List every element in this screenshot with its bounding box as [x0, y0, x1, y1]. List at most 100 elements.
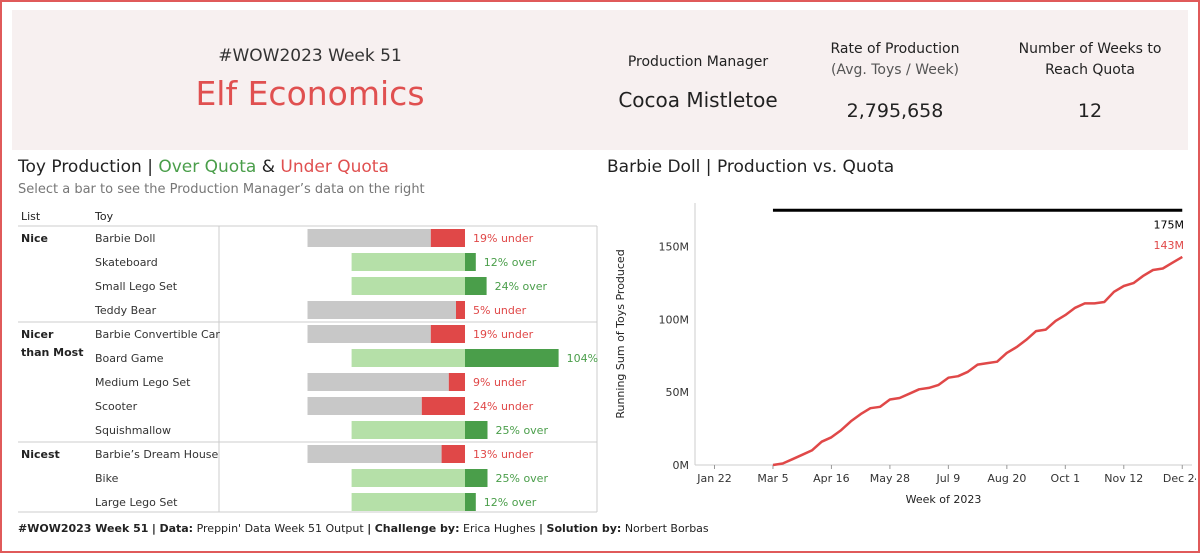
rate-sublabel: (Avg. Toys / Week) — [830, 62, 960, 78]
quota-bar[interactable] — [307, 397, 422, 415]
weeks-label-line2: Reach Quota — [1045, 62, 1135, 78]
footer-challenge-value: Erica Hughes — [463, 522, 536, 535]
left-chart-subtitle: Select a bar to see the Production Manag… — [18, 182, 425, 197]
toy-label: Large Lego Set — [95, 496, 178, 509]
bar-data-label: 25% over — [496, 472, 549, 485]
bar-data-label: 19% under — [473, 232, 534, 245]
rate-value: 2,795,658 — [846, 100, 944, 122]
over-quota-bar[interactable] — [465, 469, 488, 487]
under-quota-bar[interactable] — [430, 325, 465, 343]
toy-label: Barbie Convertible Car — [95, 328, 220, 341]
x-tick-label: Oct 1 — [1051, 472, 1081, 485]
toy-label: Small Lego Set — [95, 280, 178, 293]
bar-data-label: 12% over — [484, 256, 537, 269]
bar-data-label: 25% over — [496, 424, 549, 437]
left-title-sep: | — [147, 157, 153, 177]
toy-label: Bike — [95, 472, 119, 485]
x-tick-label: Apr 16 — [813, 472, 850, 485]
y-tick-label: 50M — [666, 386, 690, 399]
toy-label: Medium Lego Set — [95, 376, 191, 389]
manager-value: Cocoa Mistletoe — [618, 88, 778, 112]
quota-bar[interactable] — [351, 493, 465, 511]
footer: #WOW2023 Week 51 | Data: Preppin' Data W… — [18, 522, 709, 535]
left-title-main: Toy Production — [18, 157, 142, 177]
bar-data-label: 13% under — [473, 448, 534, 461]
y-axis-title: Running Sum of Toys Produced — [614, 249, 627, 418]
footer-challenge-label: Challenge by: — [374, 522, 460, 535]
right-title-toy: Barbie Doll — [607, 157, 701, 177]
left-title-over: Over Quota — [158, 157, 257, 177]
list-group-label: than Most — [21, 346, 83, 359]
quota-bar[interactable] — [351, 349, 465, 367]
list-group-label: Nicer — [21, 328, 54, 341]
x-tick-label: Aug 20 — [987, 472, 1026, 485]
footer-week: #WOW2023 Week 51 — [18, 522, 149, 535]
quota-bar[interactable] — [351, 253, 465, 271]
right-title-sep: | — [705, 157, 712, 177]
x-tick-label: Jan 22 — [696, 472, 731, 485]
production-series-line[interactable] — [772, 255, 1183, 467]
quota-bar[interactable] — [307, 325, 431, 343]
toy-label: Board Game — [95, 352, 164, 365]
under-quota-bar[interactable] — [441, 445, 465, 463]
x-tick-label: Mar 5 — [757, 472, 788, 485]
under-quota-bar[interactable] — [448, 373, 465, 391]
over-quota-bar[interactable] — [465, 493, 476, 511]
quota-bar[interactable] — [307, 445, 442, 463]
under-quota-bar[interactable] — [430, 229, 465, 247]
page-title: Elf Economics — [195, 74, 425, 113]
toy-production-chart: List Toy Nice Barbie Doll 19% under Skateboar… — [18, 210, 600, 513]
y-tick-label: 0M — [673, 459, 690, 472]
quota-bar[interactable] — [307, 229, 431, 247]
series-end-label: 143M — [1154, 239, 1185, 252]
y-tick-label: 100M — [659, 313, 690, 326]
bar-data-label: 9% under — [473, 376, 527, 389]
rate-label: Rate of Production — [830, 41, 960, 57]
bar-data-label: 12% over — [484, 496, 537, 509]
right-chart-title: Barbie Doll | Production vs. Quota — [607, 157, 894, 177]
left-chart-title: Toy Production | Over Quota & Under Quot… — [18, 157, 389, 177]
x-tick-label: May 28 — [870, 472, 910, 485]
column-header-toy: Toy — [94, 210, 114, 223]
quota-bar[interactable] — [351, 277, 465, 295]
list-group-label: Nice — [21, 232, 48, 245]
quota-bar[interactable] — [307, 301, 457, 319]
footer-solution-label: Solution by: — [546, 522, 622, 535]
bar-data-label: 24% under — [473, 400, 534, 413]
toy-label: Barbie Doll — [95, 232, 155, 245]
right-title-prod: Production vs. — [716, 157, 838, 177]
quota-bar[interactable] — [351, 421, 465, 439]
list-group-label: Nicest — [21, 448, 60, 461]
over-quota-bar[interactable] — [465, 421, 488, 439]
over-quota-bar[interactable] — [465, 253, 476, 271]
toy-label: Teddy Bear — [94, 304, 157, 317]
quota-bar[interactable] — [351, 469, 465, 487]
left-title-under: Under Quota — [280, 157, 389, 177]
bar-data-label: 24% over — [495, 280, 548, 293]
right-title-quota: Quota — [842, 157, 895, 177]
over-quota-bar[interactable] — [465, 349, 559, 367]
left-title-amp: & — [261, 157, 275, 177]
x-axis-title: Week of 2023 — [906, 493, 982, 506]
manager-label: Production Manager — [627, 54, 769, 70]
quota-bar[interactable] — [307, 373, 449, 391]
header-week: #WOW2023 Week 51 — [218, 46, 402, 66]
toy-label: Squishmallow — [95, 424, 171, 437]
header-banner — [12, 10, 1188, 150]
over-quota-bar[interactable] — [465, 277, 487, 295]
bar-data-label: 104% over — [567, 352, 600, 365]
under-quota-bar[interactable] — [421, 397, 465, 415]
bar-data-label: 19% under — [473, 328, 534, 341]
column-header-list: List — [21, 210, 41, 223]
x-tick-label: Jul 9 — [935, 472, 960, 485]
toy-label: Barbie’s Dream House — [95, 448, 219, 461]
under-quota-bar[interactable] — [456, 301, 465, 319]
footer-data-value: Preppin' Data Week 51 Output — [196, 522, 364, 535]
quota-data-label: 175M — [1154, 218, 1185, 231]
production-vs-quota-chart: 0M 50M 100M 150M Jan 22 Mar 5 Apr 16 May 28 Jul … — [614, 203, 1196, 506]
weeks-label-line1: Number of Weeks to — [1018, 41, 1162, 57]
footer-data-label: Data: — [159, 522, 194, 535]
x-tick-label: Dec 24 — [1163, 472, 1196, 485]
footer-solution-value: Norbert Borbas — [624, 522, 709, 535]
